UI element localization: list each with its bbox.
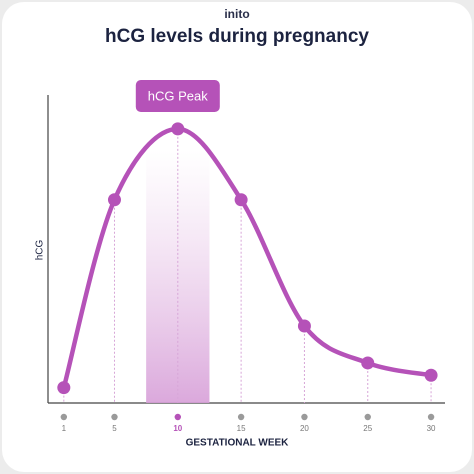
data-point [234,193,248,207]
annotation-box [135,80,220,112]
annotation: hCG Peak [148,88,208,103]
x-tick-label: 25 [363,424,372,433]
x-tick-label: 15 [237,424,246,433]
series-line [61,126,434,390]
x-tick-label: 10 [173,424,182,433]
x-tick-label: 1 [62,424,67,433]
y-axis-label: hCG [35,239,46,260]
x-tick-dot [301,413,308,421]
x-tick-dot [427,413,435,421]
data-point [424,368,438,382]
x-tick-label: 30 [427,424,436,433]
x-tick-dot [174,413,182,421]
data-point [297,319,311,333]
x-axis-label: GESTATIONAL WEEK [186,438,290,449]
data-point [107,193,121,207]
x-tick-label: 5 [112,424,117,433]
x-tick-dot [60,413,68,421]
brand: inito [224,7,249,21]
data-point [171,122,185,136]
x-tick-label: 20 [300,424,309,433]
x-tick-dot [237,413,245,421]
peak-band [146,150,210,403]
chart-title: hCG levels during pregnancy [105,26,369,47]
x-tick-dot [111,413,118,421]
data-point [57,381,71,395]
x-tick-dot [364,413,371,421]
data-point [361,356,375,370]
